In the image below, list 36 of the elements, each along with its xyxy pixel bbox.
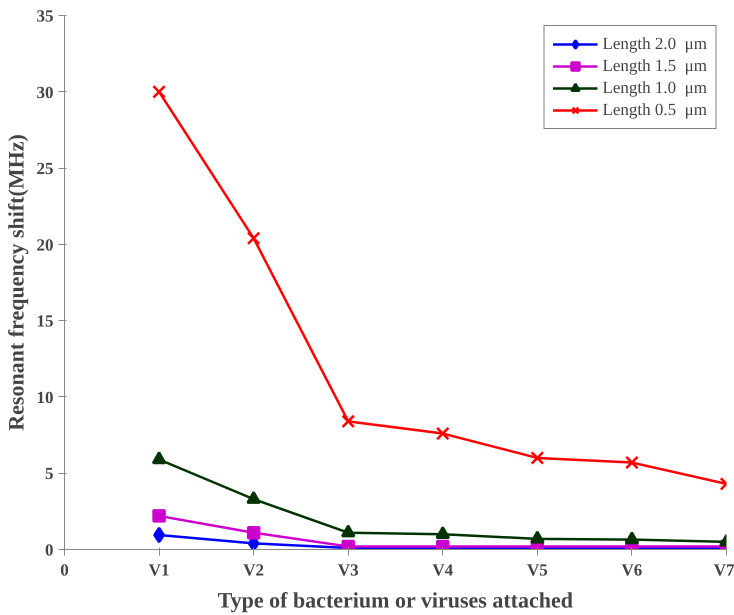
y-axis-title: Resonant frequency shift(MHz): [4, 134, 28, 431]
y-tick-label: 25: [36, 159, 54, 178]
x-tick-label: V2: [243, 560, 264, 580]
x-tick-label: V7: [714, 560, 734, 580]
point: [436, 526, 450, 539]
y-tick-label: 15: [36, 312, 54, 331]
x-tick-label: V4: [432, 560, 454, 580]
point: [152, 451, 166, 464]
y-tick-label: 0: [45, 540, 54, 560]
legend-label: Length 1.5 μm: [602, 56, 707, 76]
point: [625, 456, 639, 470]
y-tick-label: 5: [45, 464, 54, 484]
legend-label: Length 1.0 μm: [602, 78, 707, 98]
x-tick-label: V3: [338, 560, 359, 580]
legend-label: Length 0.5 μm: [602, 100, 707, 120]
point: [530, 530, 545, 544]
point: [436, 426, 450, 440]
x-tick-label: 0: [60, 560, 69, 580]
point: [530, 451, 544, 465]
point: [246, 526, 260, 540]
point: [246, 490, 261, 504]
point: [341, 414, 356, 428]
x-tick-label: V1: [148, 560, 170, 580]
y-tick-label: 35: [36, 6, 54, 26]
legend-label: Length 2.0 μm: [602, 34, 707, 54]
y-tick-label: 30: [36, 82, 54, 102]
x-tick-label: V6: [622, 560, 642, 580]
x-tick-label: V5: [526, 560, 548, 580]
point: [152, 509, 166, 523]
y-tick-label: 10: [36, 388, 54, 407]
point: [152, 84, 166, 99]
x-axis-title: Type of bacterium or viruses attached: [218, 588, 574, 612]
y-tick-label: 20: [36, 235, 54, 254]
point: [624, 531, 640, 544]
point: [246, 231, 261, 246]
point: [340, 524, 356, 538]
